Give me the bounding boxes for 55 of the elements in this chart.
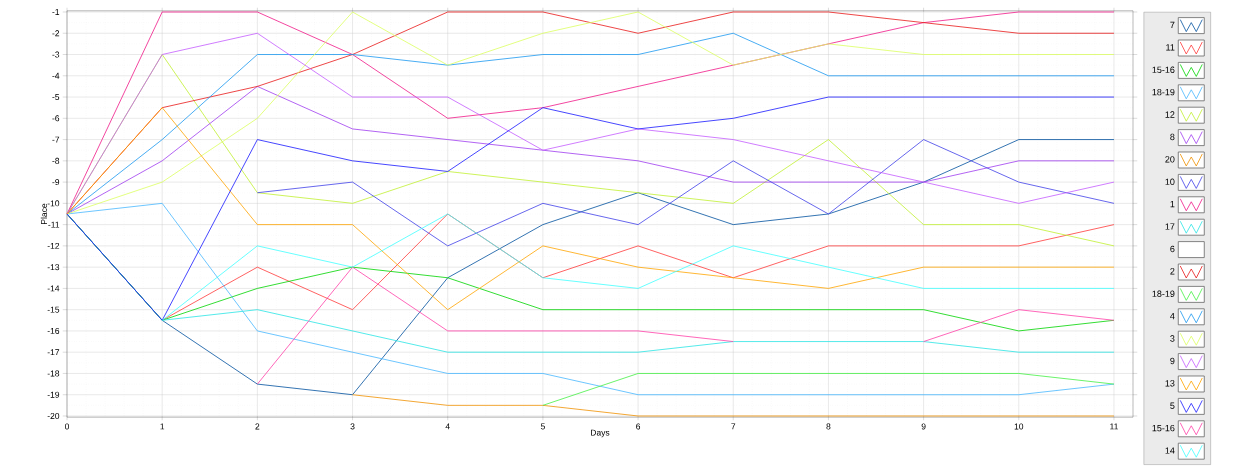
y-tick-label: -14 (47, 285, 60, 292)
y-tick-label: -18 (47, 370, 60, 377)
legend-label: 2 (1170, 268, 1175, 275)
x-tick-label: 10 (1014, 423, 1024, 430)
y-tick-label: -8 (52, 157, 60, 164)
legend-label: 4 (1170, 313, 1175, 320)
y-tick-label: -2 (52, 30, 60, 37)
x-tick-label: 6 (636, 423, 641, 430)
y-tick-label: -15 (47, 306, 60, 313)
legend-label: 17 (1165, 223, 1175, 230)
legend-label: 13 (1165, 380, 1175, 387)
x-tick-label: 5 (540, 423, 545, 430)
line-series (256, 139, 1115, 247)
x-tick-label: 9 (921, 423, 926, 430)
y-tick-label: -11 (48, 221, 60, 228)
y-tick-label: -5 (52, 94, 60, 101)
legend-label: 11 (1166, 44, 1175, 51)
y-tick-label: -4 (52, 72, 60, 79)
y-tick-label: -12 (47, 242, 60, 249)
legend-label: 20 (1165, 156, 1175, 163)
legend-label: 18-19 (1152, 290, 1175, 297)
x-tick-label: 2 (255, 423, 260, 430)
y-tick-label: -17 (47, 349, 60, 356)
legend-label: 1 (1170, 201, 1175, 208)
legend-label: 15-16 (1152, 424, 1175, 432)
y-tick-label: -16 (47, 327, 60, 334)
legend-label: 15-16 (1152, 66, 1175, 73)
y-tick-label: -13 (47, 264, 60, 271)
legend-label: 8 (1170, 133, 1175, 141)
y-tick-label: -9 (52, 179, 60, 186)
y-tick-label: -1 (52, 9, 60, 15)
x-tick-label: 1 (160, 423, 165, 430)
x-tick-label: 8 (826, 423, 831, 430)
x-axis-title: Days (591, 429, 610, 438)
y-tick-label: -20 (47, 412, 60, 419)
legend-label: 14 (1165, 447, 1175, 454)
x-tick-label: 0 (64, 423, 70, 430)
legend-label: 9 (1170, 357, 1175, 365)
y-tick-label: -10 (47, 200, 60, 207)
y-tick-label: -7 (52, 136, 60, 143)
legend-label: 12 (1165, 111, 1175, 118)
legend-label: 18-19 (1152, 88, 1175, 96)
x-tick-label: 3 (350, 423, 355, 430)
legend-label: 6 (1170, 245, 1175, 253)
x-tick-label: 4 (445, 423, 450, 430)
legend-label: 7 (1170, 21, 1175, 29)
y-tick-label: -6 (52, 115, 60, 122)
y-tick-label: -19 (47, 391, 60, 398)
legend-label: 3 (1170, 335, 1175, 342)
x-tick-label: 7 (731, 423, 736, 430)
legend-label: 10 (1165, 178, 1175, 185)
y-axis-title: Place (40, 203, 48, 224)
y-tick-label: -3 (52, 51, 60, 58)
x-tick-label: 11 (1110, 423, 1118, 430)
legend-label: 5 (1170, 402, 1175, 409)
